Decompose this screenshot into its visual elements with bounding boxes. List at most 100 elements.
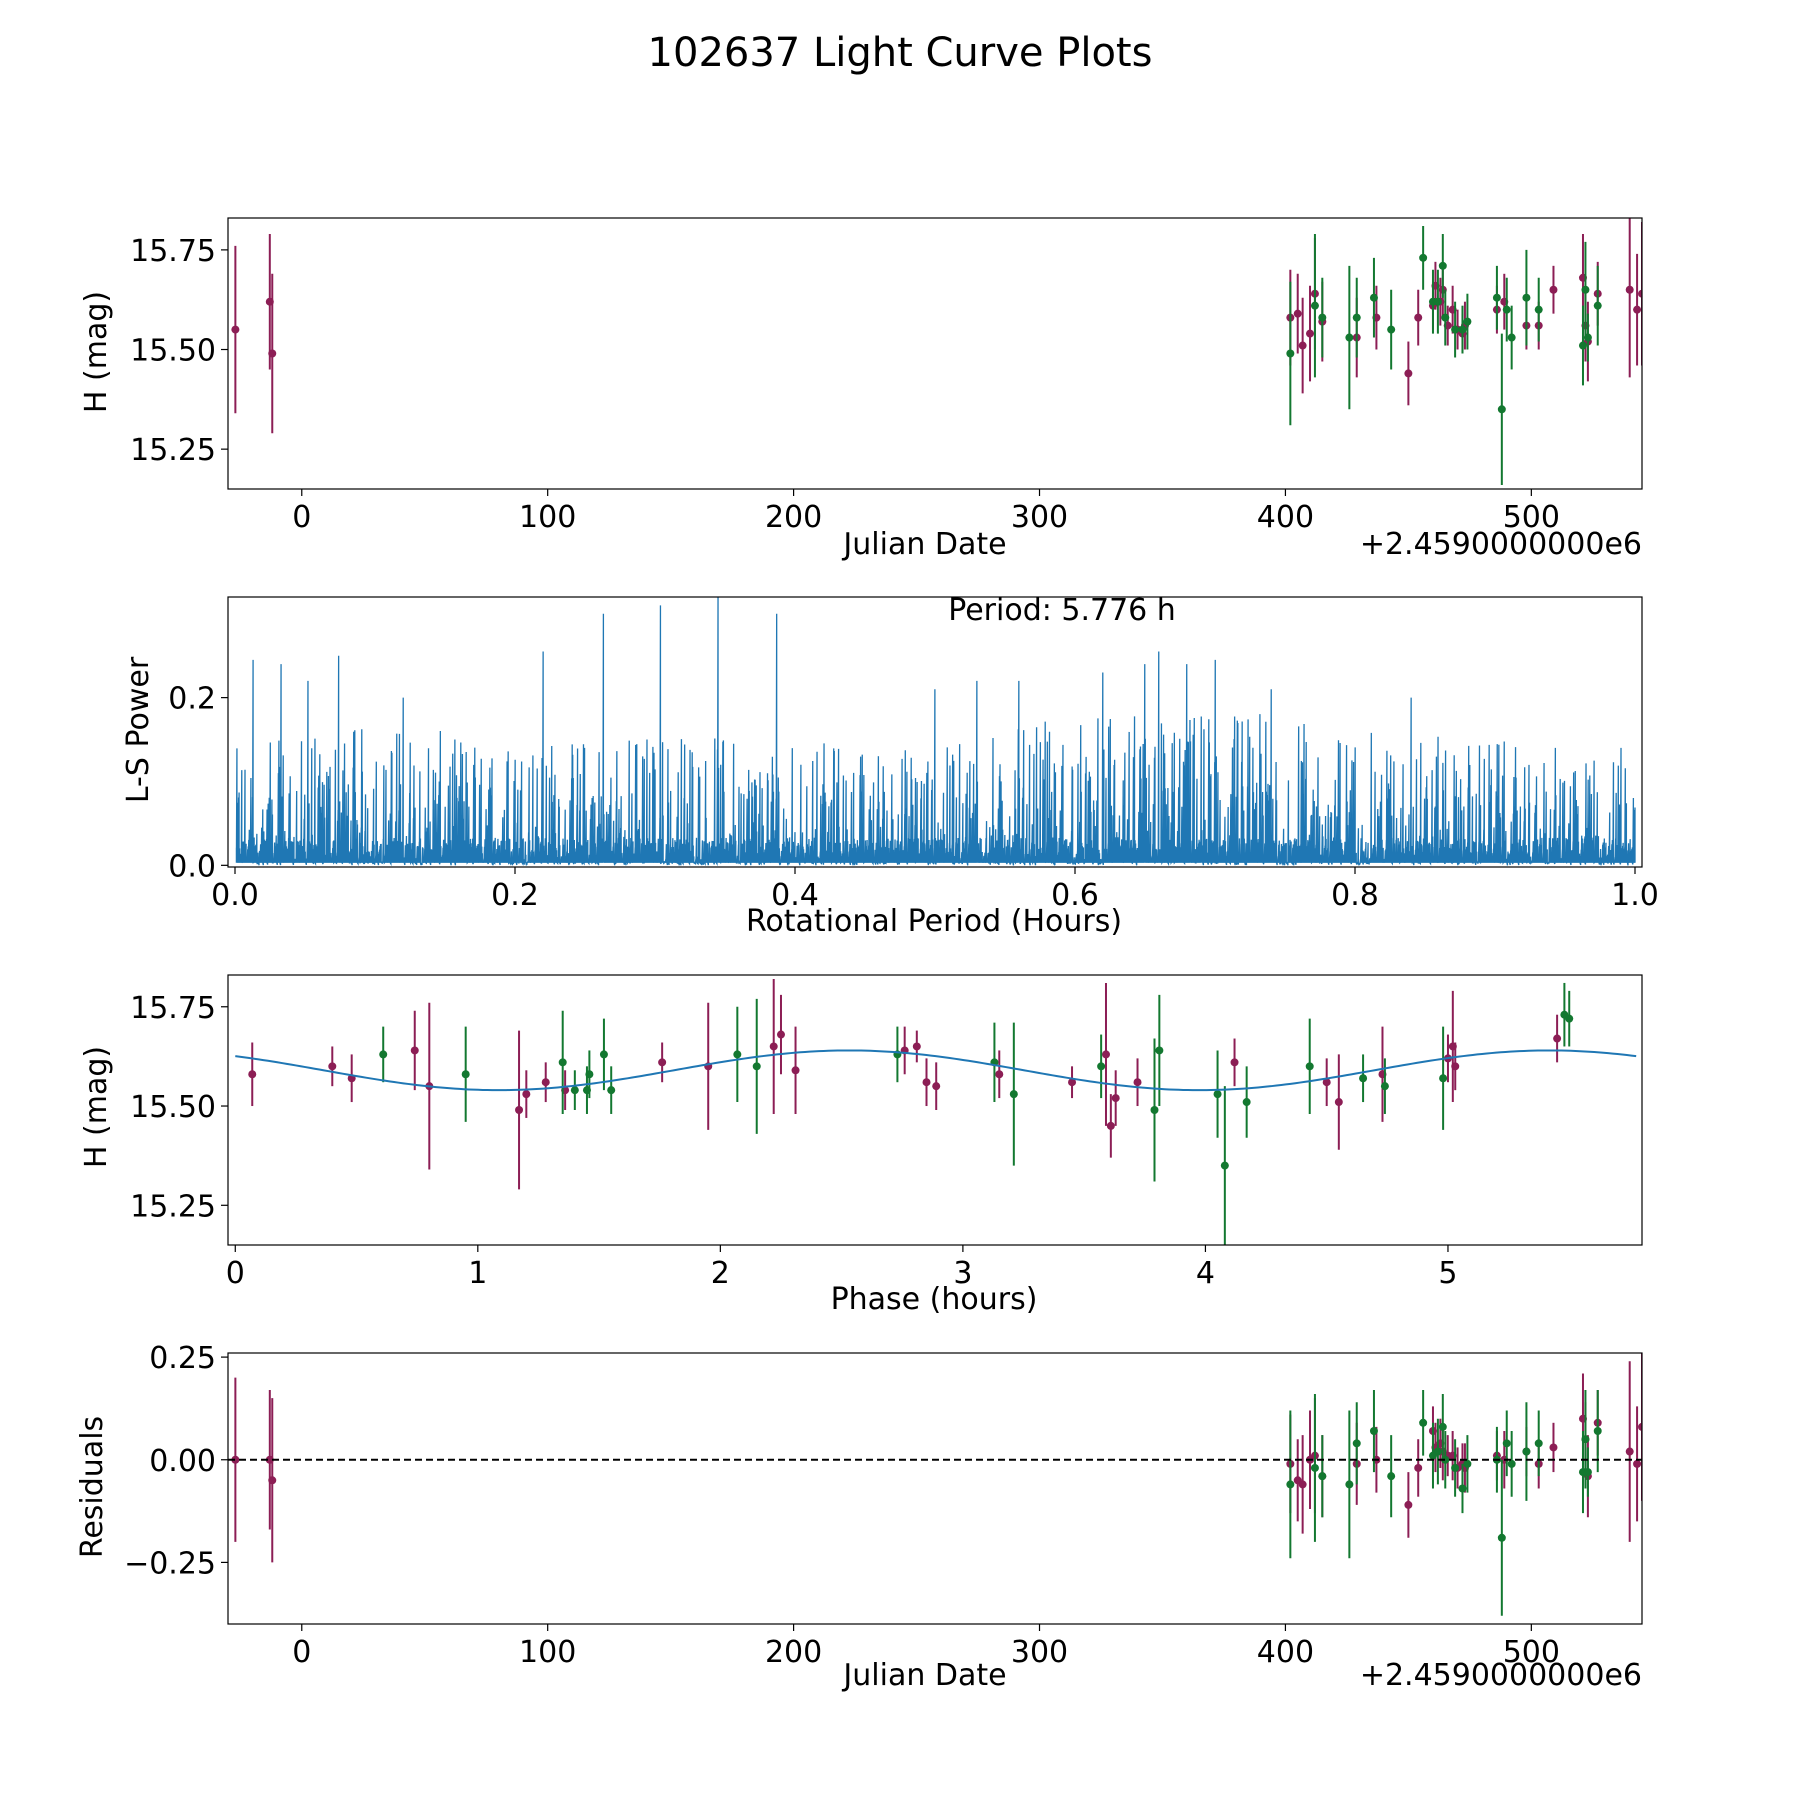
residuals-point-filter_b [1507, 1459, 1516, 1468]
residuals-xtick-label: 0 [292, 1635, 311, 1670]
residuals-point-filter_b [1441, 1455, 1450, 1464]
phased-point-filter_a [1133, 1078, 1142, 1087]
residuals-points [228, 1353, 1642, 1616]
residuals-point-filter_a [1549, 1443, 1558, 1452]
panel-lightcurve: Julian Date H (mag) +2.4590000000e6 0 100… [79, 217, 1643, 562]
phased-point-filter_a [1111, 1094, 1120, 1103]
phased-point-filter_a [658, 1058, 667, 1067]
lightcurve-point-filter_b [1387, 325, 1396, 334]
lightcurve-xtick-label: 500 [1503, 500, 1560, 535]
phased-xtick-label: 2 [711, 1256, 730, 1291]
phased-point-filter_a [922, 1078, 931, 1087]
lightcurve-points [231, 218, 1642, 486]
residuals-point-filter_b [1593, 1427, 1602, 1436]
periodogram-frame [227, 596, 1643, 868]
lightcurve-point-filter_b [1310, 301, 1319, 310]
residuals-point-filter_b [1458, 1484, 1467, 1493]
lightcurve-point-filter_b [1497, 405, 1506, 414]
phased-point-filter_b [1305, 1062, 1314, 1071]
lightcurve-point-filter_b [1318, 313, 1327, 322]
residuals-ytick-label: 0.25 [149, 1341, 216, 1376]
phased-point-filter_a [515, 1106, 524, 1114]
residuals-point-filter_a [268, 1476, 277, 1485]
lightcurve-offset-label: +2.4590000000e6 [1360, 527, 1642, 562]
phased-point-filter_b [1242, 1098, 1251, 1107]
phased-point-filter_a [522, 1090, 531, 1099]
phased-point-filter_a [328, 1062, 337, 1071]
lightcurve-xlabel: Julian Date [841, 527, 1006, 562]
phased-point-filter_b [1213, 1090, 1222, 1099]
phased-xlabel: Phase (hours) [831, 1282, 1038, 1317]
residuals-point-filter_b [1286, 1480, 1295, 1489]
residuals-point-filter_b [1502, 1439, 1511, 1448]
lightcurve-point-filter_b [1451, 325, 1460, 334]
lightcurve-point-filter_b [1581, 285, 1590, 294]
residuals-point-filter_b [1451, 1463, 1460, 1472]
residuals-point-filter_a [1414, 1463, 1423, 1472]
lightcurve-point-filter_a [1293, 309, 1302, 318]
phased-fit-curve [235, 1049, 1637, 1092]
phased-xtick-label: 5 [1438, 1256, 1457, 1291]
phased-ytick-label: 15.50 [130, 1090, 216, 1125]
periodogram-xtick-label: 0.8 [1331, 878, 1379, 913]
panel-residuals: Julian Date Residuals +2.4590000000e6 0 1… [75, 1341, 1643, 1693]
phased-point-filter_b [585, 1070, 594, 1079]
phased-point-filter_a [769, 1042, 778, 1051]
phased-point-filter_a [248, 1070, 257, 1079]
lightcurve-point-filter_a [1306, 329, 1315, 338]
lightcurve-point-filter_b [1438, 261, 1447, 270]
lightcurve-point-filter_b [1492, 293, 1501, 302]
lightcurve-xtick-label: 100 [519, 500, 576, 535]
phased-points [235, 978, 1637, 1245]
residuals-point-filter_b [1345, 1480, 1354, 1489]
phased-point-filter_a [1451, 1062, 1460, 1071]
phased-xtick-label: 1 [468, 1256, 487, 1291]
residuals-xtick-label: 200 [765, 1635, 822, 1670]
lightcurve-point-filter_b [1507, 333, 1516, 342]
residuals-point-filter_b [1419, 1418, 1428, 1427]
residuals-point-filter_b [1387, 1472, 1396, 1481]
phased-point-filter_a [912, 1042, 921, 1051]
residuals-point-filter_a [1638, 1422, 1642, 1431]
phased-point-filter_b [1150, 1106, 1159, 1114]
lightcurve-point-filter_a [231, 325, 240, 334]
phased-point-filter_a [932, 1082, 941, 1091]
periodogram-ylabel: L-S Power [121, 656, 156, 803]
phased-point-filter_b [1009, 1090, 1018, 1099]
periodogram-xtick-label: 1.0 [1611, 878, 1659, 913]
phased-point-filter_b [752, 1062, 761, 1071]
residuals-point-filter_a [1404, 1500, 1413, 1509]
residuals-offset-label: +2.4590000000e6 [1360, 1658, 1642, 1693]
residuals-xtick-label: 500 [1503, 1635, 1560, 1670]
lightcurve-point-filter_b [1345, 333, 1354, 342]
phased-point-filter_a [791, 1066, 800, 1075]
phased-ytick-label: 15.75 [130, 991, 216, 1026]
phased-point-filter_b [1155, 1046, 1164, 1055]
residuals-point-filter_b [1318, 1472, 1327, 1481]
periodogram-xtick-label: 0.2 [491, 878, 539, 913]
periodogram-ytick-label: 0.0 [168, 849, 216, 884]
lightcurve-point-filter_b [1593, 301, 1602, 310]
phased-point-filter_b [1359, 1074, 1368, 1083]
phased-point-filter_a [1230, 1058, 1239, 1067]
lightcurve-point-filter_a [1625, 285, 1634, 294]
phased-point-filter_b [461, 1070, 470, 1079]
phased-point-filter_a [776, 1030, 785, 1039]
phased-point-filter_b [379, 1050, 388, 1059]
lightcurve-point-filter_b [1352, 313, 1361, 322]
lightcurve-point-filter_b [1502, 305, 1511, 314]
periodogram-series-line [235, 597, 1636, 867]
lightcurve-point-filter_a [1638, 289, 1642, 298]
residuals-point-filter_b [1310, 1463, 1319, 1472]
lightcurve-point-filter_b [1583, 333, 1592, 342]
panel-phased: Phase (hours) H (mag) 0 1 2 3 4 5 15.25 15.50 15… [79, 974, 1643, 1317]
residuals-xtick-label: 400 [1257, 1635, 1314, 1670]
residuals-point-filter_b [1581, 1435, 1590, 1444]
phased-point-filter_b [570, 1086, 579, 1095]
phased-ylabel: H (mag) [79, 1046, 114, 1168]
residuals-point-filter_b [1369, 1427, 1378, 1436]
phased-point-filter_b [733, 1050, 742, 1059]
lightcurve-point-filter_a [1404, 369, 1413, 378]
periodogram-xtick-label: 0.0 [211, 878, 259, 913]
